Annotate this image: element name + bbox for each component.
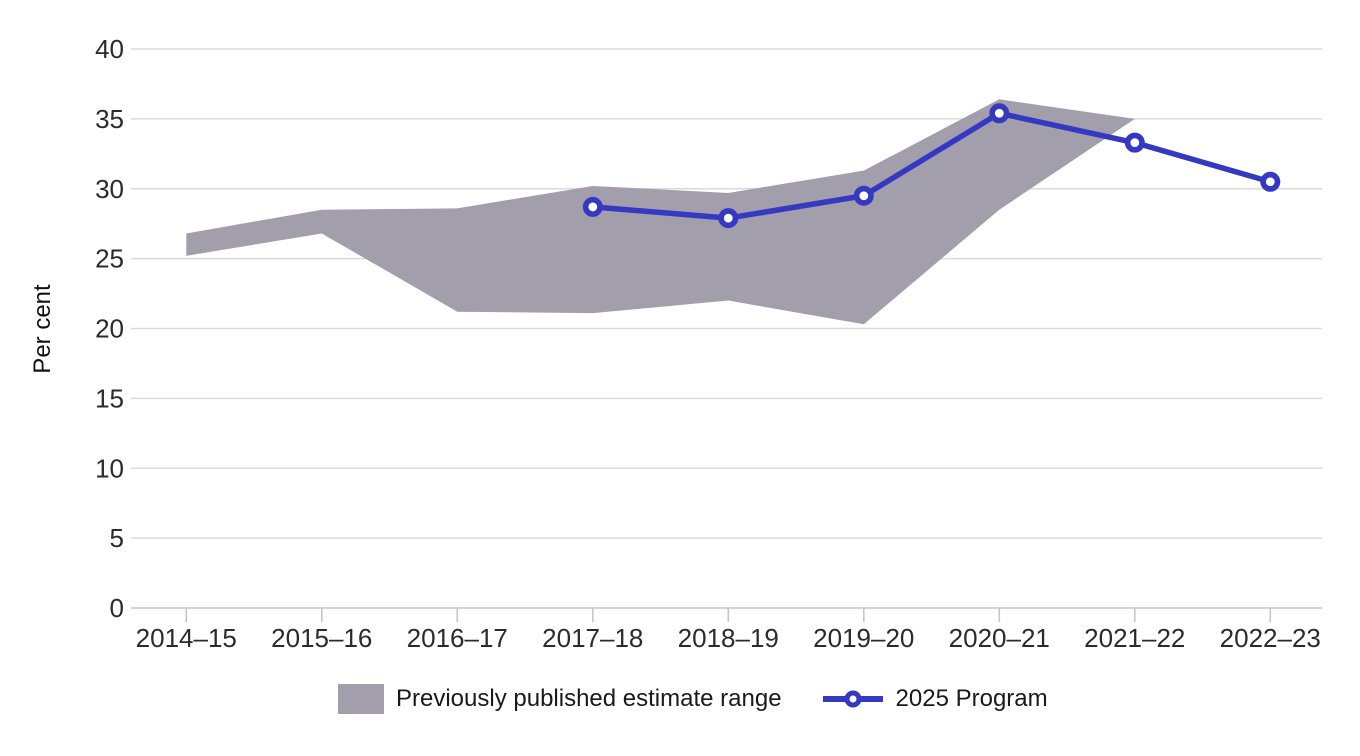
x-tick-label: 2014–15 (136, 623, 237, 653)
x-tick-label: 2021–22 (1084, 623, 1185, 653)
data-point-marker (989, 103, 1010, 124)
y-tick-label: 5 (110, 523, 124, 553)
program-line (590, 110, 1274, 221)
data-point-marker (1124, 132, 1145, 153)
y-tick-label: 15 (95, 383, 124, 413)
y-tick-label: 10 (95, 453, 124, 483)
y-tick-label: 0 (110, 593, 124, 623)
data-point-marker (582, 196, 603, 217)
legend-label-program: 2025 Program (895, 685, 1048, 712)
axes-layer: 0 5 10 15 20 25 30 35 40 2014–15 2015–16 2016–17 201… (95, 34, 1321, 653)
y-tick-label: 20 (95, 314, 124, 344)
y-tick-label: 30 (95, 174, 124, 204)
legend: Previously published estimate range 2025… (338, 684, 1048, 714)
data-point-marker (718, 208, 739, 229)
legend-swatch-range (338, 684, 384, 714)
data-point-marker (1260, 171, 1281, 192)
program-line-layer (582, 103, 1281, 229)
data-point-marker (853, 185, 874, 206)
x-tick-label: 2022–23 (1220, 623, 1321, 653)
x-tick-label: 2018–19 (678, 623, 779, 653)
x-tick-label: 2016–17 (407, 623, 508, 653)
x-tick-label: 2017–18 (542, 623, 643, 653)
y-tick-label: 25 (95, 244, 124, 274)
x-tick-label: 2020–21 (949, 623, 1050, 653)
legend-line-marker-icon (822, 690, 883, 708)
y-tick-label: 35 (95, 104, 124, 134)
x-tick-label: 2019–20 (813, 623, 914, 653)
x-tick-label: 2015–16 (271, 623, 372, 653)
legend-label-range: Previously published estimate range (396, 685, 782, 712)
y-axis-title: Per cent (29, 284, 56, 374)
gridlines-layer (131, 48, 1322, 609)
y-tick-label: 40 (95, 34, 124, 64)
